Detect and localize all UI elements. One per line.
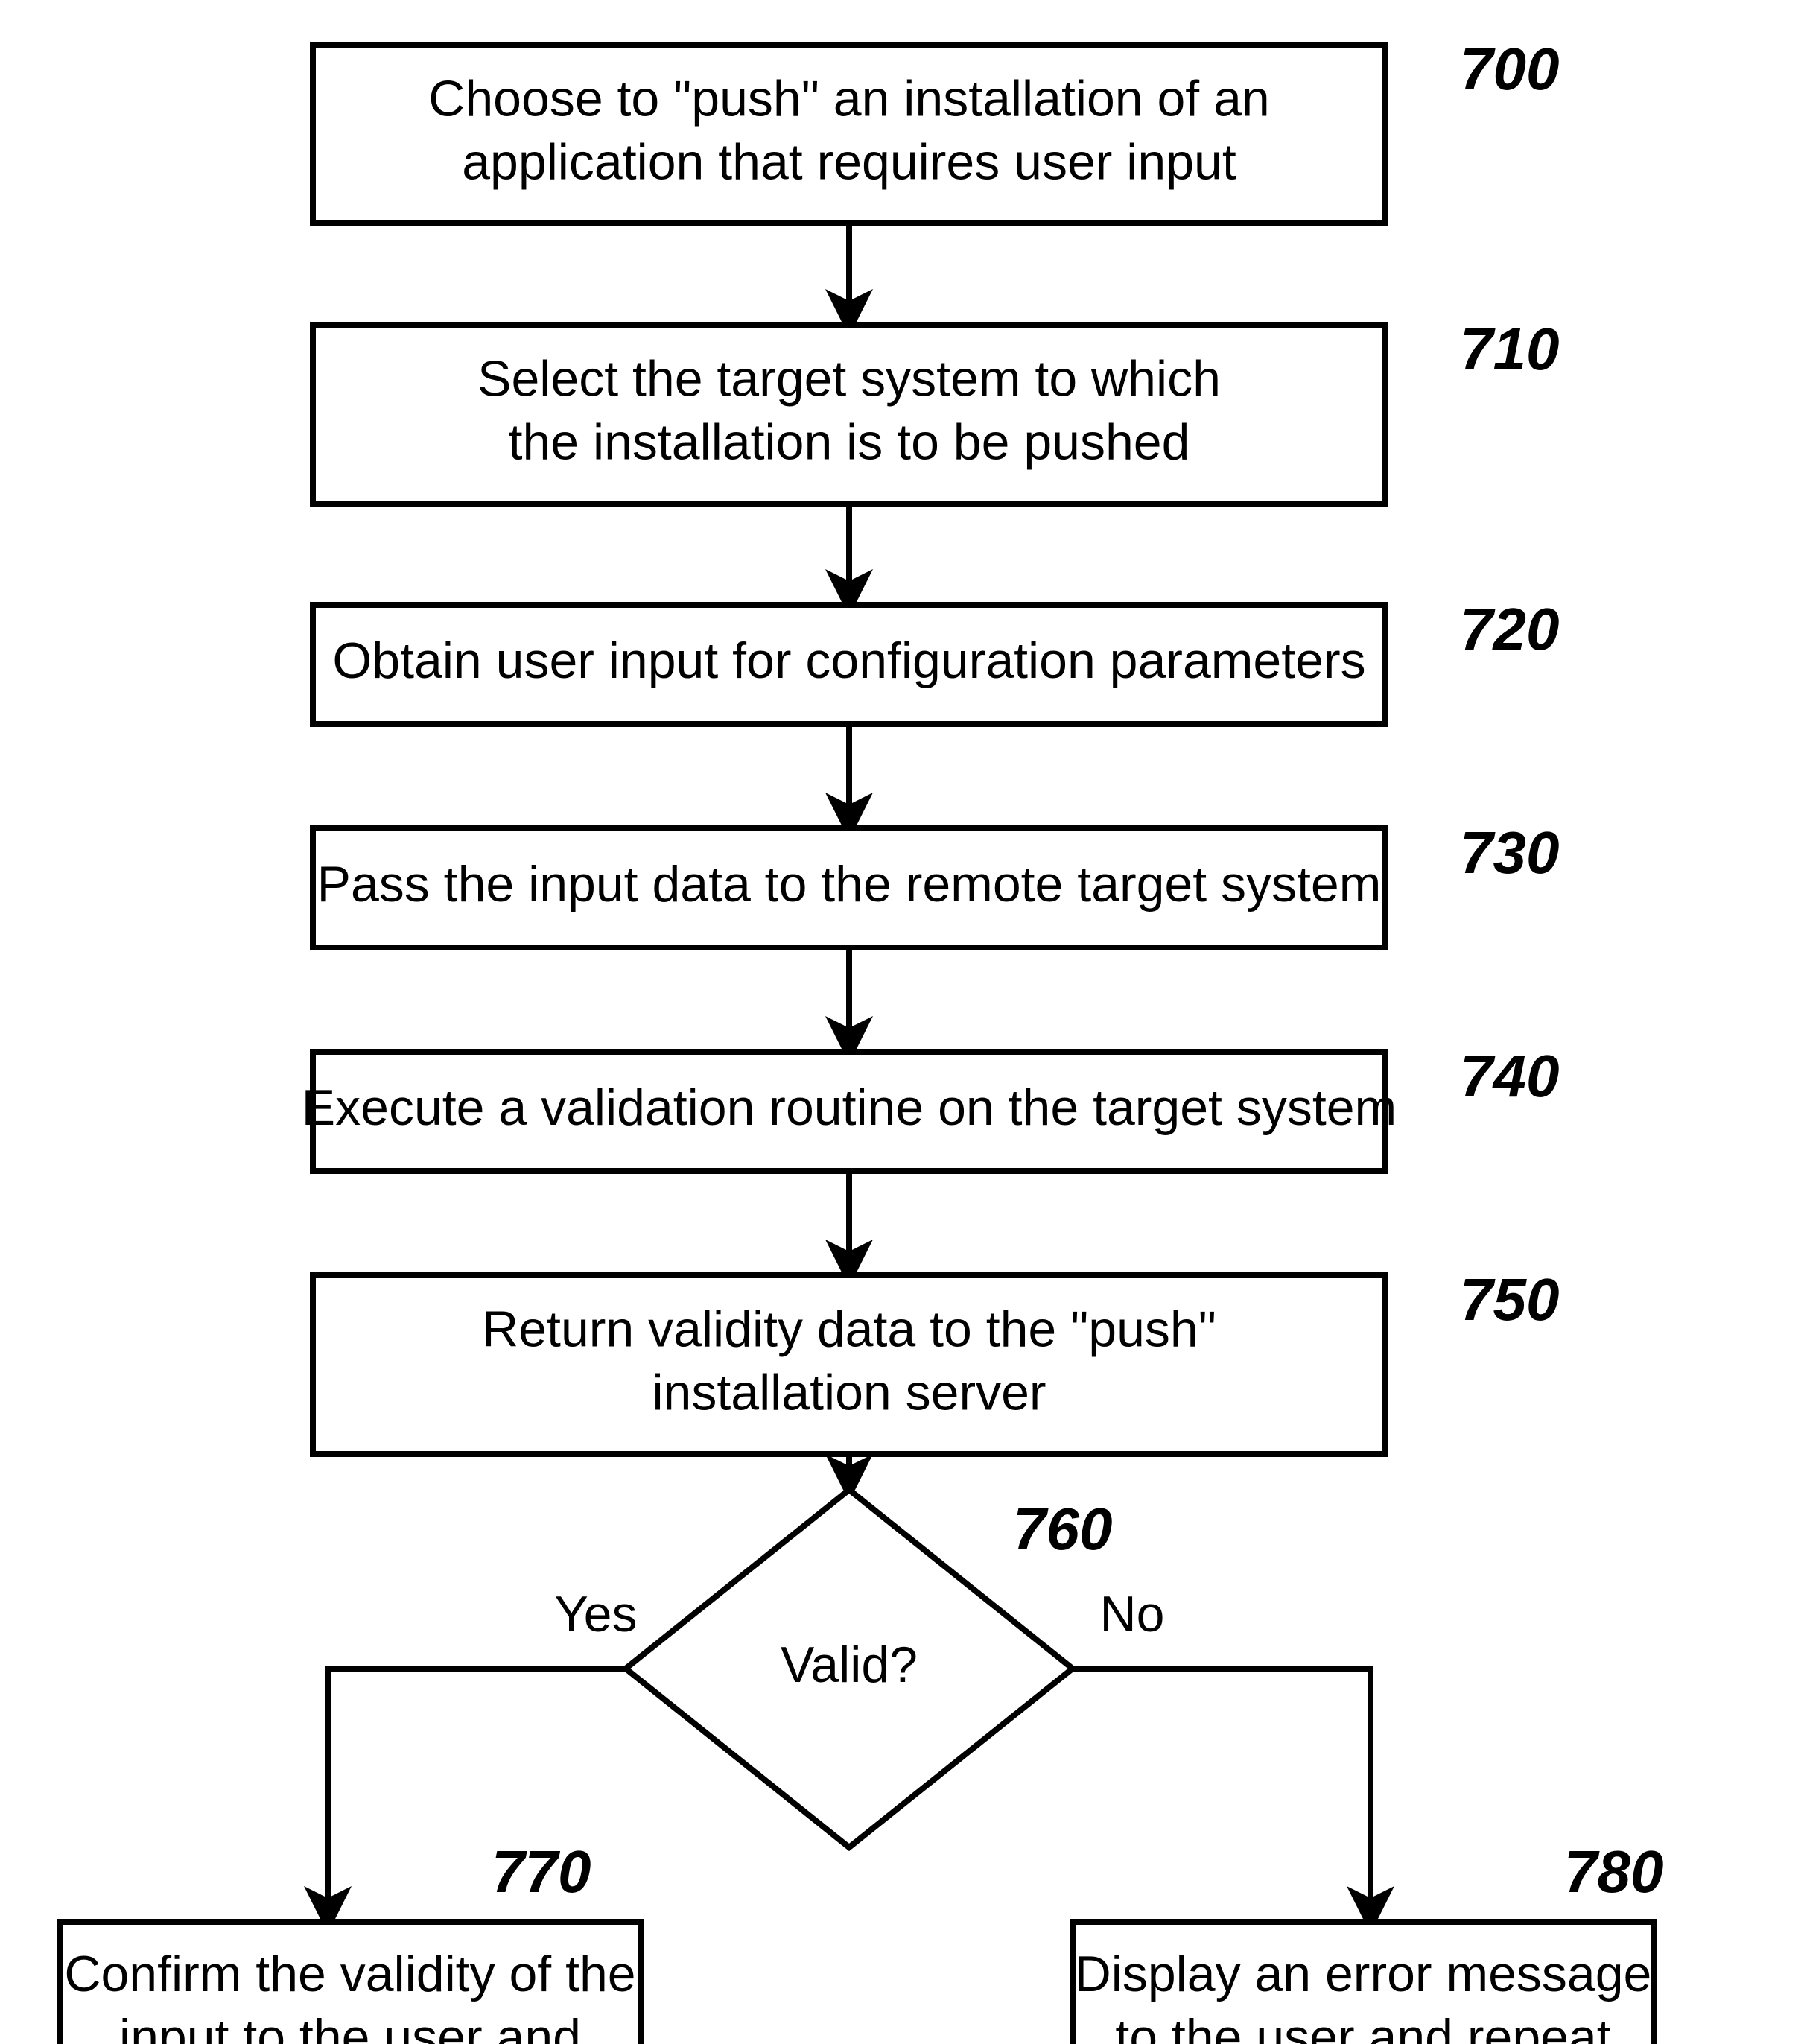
node-n720: Obtain user input for configuration para… [313,605,1385,724]
node-n760: Valid? [626,1490,1073,1847]
node-n740: Execute a validation routine on the targ… [302,1052,1397,1171]
ref-730: 730 [1460,819,1559,886]
nodes-layer: Choose to "push" an installation of an ap… [60,45,1654,2044]
ref-760: 760 [1013,1496,1112,1562]
node-text-n750-0: Return validity data to the "push" [482,1301,1216,1357]
node-n770: Confirm the validity of the input to the … [60,1922,641,2044]
edge-label-yes: Yes [555,1586,638,1642]
node-text-n710-1: the installation is to be pushed [509,413,1190,470]
flowchart-diagram: Choose to "push" an installation of an ap… [0,0,1804,2044]
node-n730: Pass the input data to the remote target… [313,828,1385,948]
node-n710: Select the target system to which the ins… [313,325,1385,504]
node-text-n700-0: Choose to "push" an installation of an [428,70,1269,127]
ref-770: 770 [492,1838,591,1905]
node-text-n780-1: to the user and repeat [1115,2009,1610,2044]
node-n700: Choose to "push" an installation of an ap… [313,45,1385,223]
node-text-n700-1: application that requires user input [462,133,1236,190]
node-text-n770-0: Confirm the validity of the [64,1946,635,2002]
ref-780: 780 [1564,1838,1663,1905]
node-text-n740-0: Execute a validation routine on the targ… [302,1079,1397,1136]
edge-n760-n780 [1073,1669,1371,1922]
node-text-n720-0: Obtain user input for configuration para… [332,632,1365,689]
node-n780: Display an error message to the user and … [1073,1922,1654,2044]
ref-700: 700 [1460,36,1559,102]
labels-layer: Yes No 700 710 720 730 740 750 760 770 780 [492,36,1663,1905]
node-text-n750-1: installation server [652,1364,1046,1421]
node-text-n770-1: input to the user and [119,2009,581,2044]
ref-720: 720 [1460,596,1559,662]
node-text-n710-0: Select the target system to which [477,350,1221,407]
ref-710: 710 [1460,316,1559,382]
node-text-n780-0: Display an error message [1075,1946,1652,2002]
edge-label-no: No [1100,1586,1165,1642]
ref-750: 750 [1460,1266,1559,1333]
ref-740: 740 [1460,1043,1559,1109]
node-text-n760-0: Valid? [781,1637,918,1693]
node-text-n730-0: Pass the input data to the remote target… [317,856,1382,913]
node-n750: Return validity data to the "push" instal… [313,1275,1385,1454]
